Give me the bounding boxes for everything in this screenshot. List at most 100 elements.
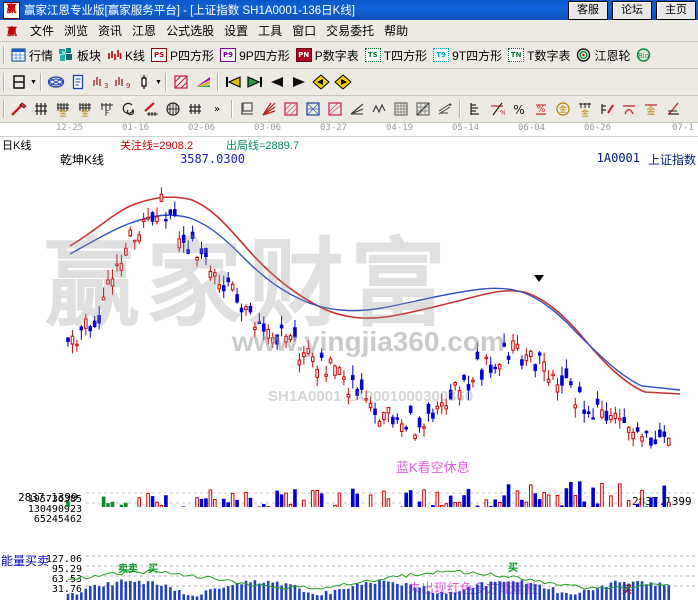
toolbar-9p-square-button[interactable]: P9 9P四方形 xyxy=(217,47,293,64)
percent-icon[interactable]: % xyxy=(509,99,529,119)
prev-icon[interactable] xyxy=(267,72,287,92)
toolbar-p-number-table-button[interactable]: PN P数字表 xyxy=(293,47,362,64)
gold-bar-icon[interactable]: 金 xyxy=(575,99,595,119)
candlestick-icon xyxy=(107,48,122,62)
homepage-button[interactable]: 主页 xyxy=(656,1,696,20)
menu-item-settings[interactable]: 设置 xyxy=(219,21,253,40)
P9-icon: P9 xyxy=(220,48,236,62)
next-icon[interactable] xyxy=(289,72,309,92)
pencil-draw-icon[interactable] xyxy=(9,99,29,119)
toolbar-p-square-label: P四方形 xyxy=(170,47,214,64)
zigzag-icon[interactable] xyxy=(369,99,389,119)
menu-bar: 赢 文件 浏览 资讯 江恩 公式选股 设置 工具 窗口 交易委托 帮助 xyxy=(0,20,698,42)
customer-service-button[interactable]: 客服 xyxy=(568,1,608,20)
bar-range-icon[interactable] xyxy=(134,72,154,92)
network-icon[interactable] xyxy=(46,72,66,92)
gold-grid2-icon[interactable]: 金 xyxy=(75,99,95,119)
skip-first-icon[interactable] xyxy=(223,72,243,92)
date-tick: 06-26 xyxy=(584,123,611,133)
date-tick: 12-25 xyxy=(56,123,83,133)
gann-wheel-icon xyxy=(576,48,591,62)
toolbar-9t-square-button[interactable]: T9 9T四方形 xyxy=(430,47,505,64)
chevron-down-icon[interactable]: ▼ xyxy=(155,73,162,91)
toolbar-t-square-button[interactable]: TS T四方形 xyxy=(362,47,430,64)
percent-slash-icon[interactable]: % xyxy=(487,99,507,119)
win-logo-icon: 赢 xyxy=(3,2,20,19)
toolbar-t-number-table-button[interactable]: TN T数字表 xyxy=(505,47,573,64)
drawing-toolbar-row1: ▼ 3 9 ▼ xyxy=(0,69,698,96)
calendar-period-icon[interactable] xyxy=(9,72,29,92)
forum-button[interactable]: 论坛 xyxy=(612,1,652,20)
hatched-square-icon[interactable] xyxy=(281,99,301,119)
percent-underline-icon[interactable]: % xyxy=(531,99,551,119)
menu-item-browse[interactable]: 浏览 xyxy=(59,21,93,40)
red-arc-icon[interactable] xyxy=(619,99,639,119)
date-tick: 07-1 xyxy=(672,123,694,133)
menu-item-trade[interactable]: 交易委托 xyxy=(321,21,379,40)
chart-area[interactable]: 12-25 01-16 02-06 03-06 03-27 04-19 05-1… xyxy=(0,123,698,480)
slope-lines-icon[interactable] xyxy=(435,99,455,119)
document-icon[interactable] xyxy=(68,72,88,92)
mesh-grid-icon[interactable] xyxy=(391,99,411,119)
chevron-down-icon[interactable]: ▼ xyxy=(30,73,37,91)
slope-underline-icon[interactable] xyxy=(663,99,683,119)
small-chart-9-icon[interactable]: 9 xyxy=(112,72,132,92)
menu-item-tools[interactable]: 工具 xyxy=(253,21,287,40)
color-fan-icon[interactable] xyxy=(193,72,213,92)
square-frame-icon[interactable] xyxy=(237,99,257,119)
gold-under-icon[interactable]: 金 xyxy=(641,99,661,119)
grid-lines-icon[interactable] xyxy=(31,99,51,119)
volume-scale-label: 65245462 xyxy=(10,514,82,525)
hatched-square3-icon[interactable] xyxy=(325,99,345,119)
menu-item-news[interactable]: 资讯 xyxy=(93,21,127,40)
left-diamond-icon[interactable] xyxy=(311,72,331,92)
date-tick: 05-14 xyxy=(452,123,479,133)
red-fan-icon[interactable] xyxy=(259,99,279,119)
f-grid-icon[interactable]: F xyxy=(97,99,117,119)
toolbar-t-number-table-label: T数字表 xyxy=(527,47,570,64)
menu-item-window[interactable]: 窗口 xyxy=(287,21,321,40)
gold-grid-icon[interactable]: 金 xyxy=(53,99,73,119)
toolbar-kline-label: K线 xyxy=(125,47,145,64)
svg-text:F: F xyxy=(105,109,110,117)
bio-icon: Bio xyxy=(636,48,651,62)
menu-item-help[interactable]: 帮助 xyxy=(379,21,413,40)
grid-quote-icon xyxy=(11,48,26,62)
toolbar-kline-button[interactable]: K线 xyxy=(104,47,148,64)
skip-last-icon[interactable] xyxy=(245,72,265,92)
menu-item-formula-stock[interactable]: 公式选股 xyxy=(161,21,219,40)
toolbar-bio-button[interactable]: Bio xyxy=(633,48,654,62)
toolbar-blocks-button[interactable]: 板块 xyxy=(56,47,104,64)
pen-arrow-icon[interactable] xyxy=(141,99,161,119)
overflow-chevrons[interactable]: » xyxy=(207,99,227,119)
toolbar-separator xyxy=(3,100,5,118)
window-title: 赢家江恩专业版[赢家服务平台] - [上证指数 SH1A0001-136日K线] xyxy=(24,2,355,18)
energy-plot xyxy=(0,534,698,602)
T9-icon: T9 xyxy=(433,48,449,62)
toolbar-p-square-button[interactable]: PS P四方形 xyxy=(148,47,217,64)
date-tick: 03-06 xyxy=(254,123,281,133)
gold-circle-icon[interactable]: 金 xyxy=(553,99,573,119)
small-chart-3-icon[interactable]: 3 xyxy=(90,72,110,92)
svg-text:Bio: Bio xyxy=(638,52,649,60)
toolbar-t-square-label: T四方形 xyxy=(384,47,427,64)
menu-item-gann[interactable]: 江恩 xyxy=(127,21,161,40)
right-diamond-icon[interactable] xyxy=(333,72,353,92)
hatched-square2-icon[interactable] xyxy=(303,99,323,119)
drawing-toolbar-row2: 金 金 F » xyxy=(0,96,698,123)
toolbar-p-number-table-label: P数字表 xyxy=(315,47,359,64)
ink-pen-icon[interactable] xyxy=(597,99,617,119)
date-tick: 04-19 xyxy=(386,123,413,133)
toolbar-gann-wheel-button[interactable]: 江恩轮 xyxy=(573,47,633,64)
circle-grid-icon[interactable] xyxy=(163,99,183,119)
ladder-icon[interactable] xyxy=(465,99,485,119)
menu-item-file[interactable]: 文件 xyxy=(25,21,59,40)
angle-lines-icon[interactable] xyxy=(347,99,367,119)
toolbar-quote-button[interactable]: 行情 xyxy=(8,47,56,64)
toolbar-gann-wheel-label: 江恩轮 xyxy=(594,47,630,64)
toolbar-9p-square-label: 9P四方形 xyxy=(239,47,290,64)
mesh-grid2-icon[interactable] xyxy=(413,99,433,119)
pattern-icon[interactable] xyxy=(171,72,191,92)
spiral-icon[interactable] xyxy=(119,99,139,119)
grid-plain-icon[interactable] xyxy=(185,99,205,119)
